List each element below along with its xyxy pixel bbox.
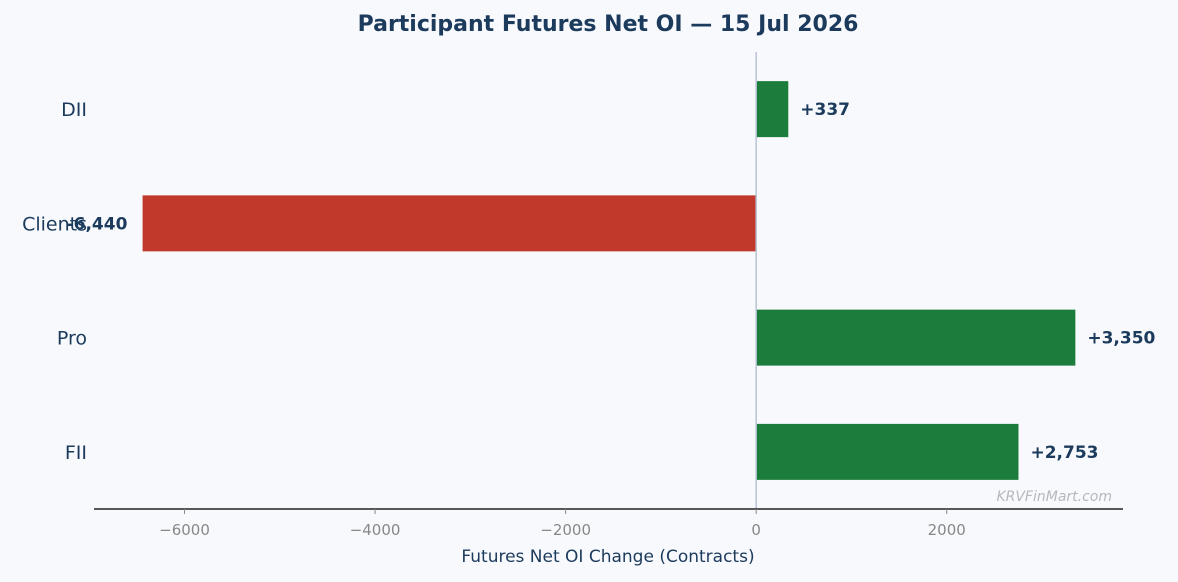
data-label-pro: +3,350 bbox=[1087, 329, 1155, 349]
data-labels-group: +337 -6,440 +3,350 +2,753 bbox=[67, 100, 1156, 463]
bar-pro bbox=[756, 309, 1076, 366]
x-tick-label: −4000 bbox=[350, 521, 401, 539]
watermark-text: KRVFinMart.com bbox=[996, 489, 1112, 505]
data-label-fii: +2,753 bbox=[1030, 443, 1098, 463]
x-axis-label: Futures Net OI Change (Contracts) bbox=[461, 547, 754, 567]
data-label-dii: +337 bbox=[800, 100, 850, 120]
chart-title: Participant Futures Net OI — 15 Jul 2026 bbox=[358, 12, 859, 37]
bars-group bbox=[142, 81, 1076, 480]
x-tick-label: −6000 bbox=[159, 521, 210, 539]
category-labels-group: DII Clients Pro FII bbox=[22, 99, 87, 464]
bar-dii bbox=[756, 81, 789, 138]
category-label-fii: FII bbox=[65, 442, 87, 464]
x-tick-label: 0 bbox=[751, 521, 761, 539]
category-label-pro: Pro bbox=[57, 328, 87, 350]
category-label-dii: DII bbox=[61, 99, 87, 121]
bar-clients bbox=[142, 195, 757, 252]
bar-fii bbox=[756, 423, 1019, 480]
x-tick-label: 2000 bbox=[928, 521, 966, 539]
x-ticks-group: −6000 −4000 −2000 0 2000 bbox=[159, 509, 966, 539]
category-label-clients: Clients bbox=[22, 213, 87, 235]
x-tick-label: −2000 bbox=[540, 521, 591, 539]
data-label-clients: -6,440 bbox=[67, 214, 128, 234]
